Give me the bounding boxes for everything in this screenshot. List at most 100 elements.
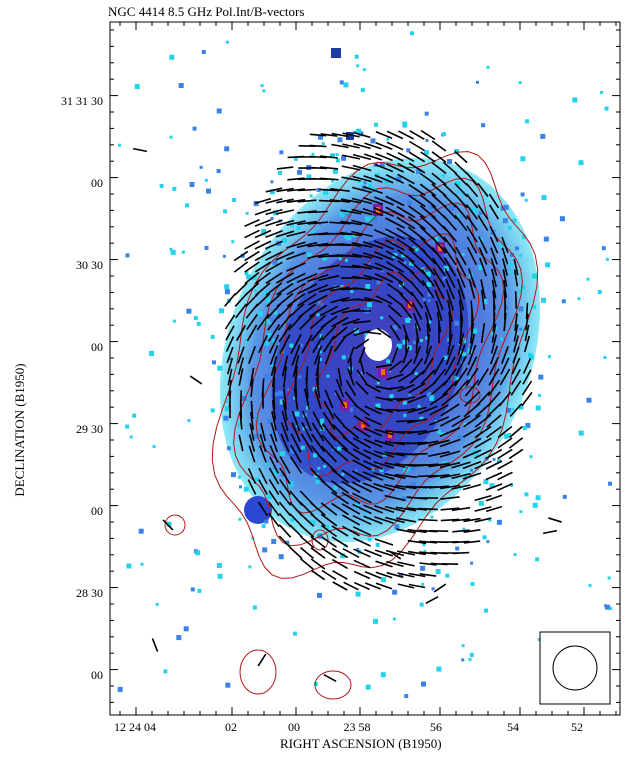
noise-pixel	[316, 187, 321, 192]
b-vector	[443, 236, 457, 254]
b-vector	[385, 516, 405, 524]
b-vector	[250, 400, 254, 420]
b-vector	[525, 313, 529, 331]
b-vector	[375, 582, 393, 590]
b-vector	[386, 272, 404, 284]
b-vector	[270, 422, 278, 442]
b-vector	[258, 467, 268, 485]
b-vector	[271, 411, 277, 431]
b-vector	[462, 437, 482, 449]
noise-pixel	[561, 299, 566, 304]
b-vector	[407, 226, 427, 242]
b-vector	[525, 302, 529, 320]
noise-pixel	[492, 457, 496, 461]
b-vector	[386, 163, 404, 173]
b-vector	[521, 391, 533, 407]
b-vector	[418, 518, 438, 522]
noise-pixel	[461, 243, 467, 249]
b-vector	[375, 571, 393, 579]
b-vector	[259, 445, 267, 463]
b-vector	[446, 289, 454, 311]
noise-pixel	[427, 299, 431, 303]
b-vector	[502, 258, 508, 276]
noise-pixel	[339, 80, 344, 85]
b-vector	[265, 230, 283, 238]
b-vector	[341, 491, 361, 505]
noise-pixel	[280, 451, 285, 457]
b-vector	[279, 467, 291, 485]
b-vector	[331, 446, 349, 462]
b-vector	[384, 440, 406, 446]
b-vector	[474, 437, 492, 449]
b-vector	[374, 163, 394, 173]
b-vector	[255, 271, 271, 285]
noise-pixel	[476, 80, 479, 84]
noise-pixel	[506, 407, 512, 413]
b-vector	[454, 150, 468, 164]
b-vector-outer	[425, 595, 439, 605]
b-vector	[307, 242, 329, 248]
b-vector	[331, 536, 349, 548]
b-vector	[454, 214, 468, 232]
peak-inner	[381, 369, 385, 375]
noise-pixel	[172, 319, 176, 323]
b-vector	[340, 265, 362, 269]
noise-pixel	[264, 340, 270, 346]
b-vector	[479, 257, 487, 277]
noise-pixel	[401, 253, 406, 258]
b-vector	[463, 517, 481, 523]
b-vector	[276, 187, 294, 193]
b-vector	[443, 246, 457, 266]
b-vector	[407, 406, 427, 414]
noise-pixel	[282, 238, 287, 243]
noise-pixel	[354, 469, 358, 473]
b-vector	[224, 314, 236, 330]
noise-pixel	[379, 161, 385, 167]
noise-pixel	[125, 253, 130, 258]
noise-pixel	[225, 682, 231, 688]
noise-pixel	[440, 432, 445, 437]
noise-pixel	[278, 554, 284, 560]
b-vector	[300, 433, 314, 453]
noise-pixel	[224, 406, 230, 412]
noise-pixel	[430, 515, 434, 519]
b-vector-outer	[132, 147, 148, 153]
noise-pixel	[267, 494, 273, 500]
b-vector	[398, 130, 414, 140]
noise-pixel	[404, 694, 409, 699]
noise-pixel	[299, 343, 303, 347]
noise-pixel	[192, 126, 197, 131]
noise-pixel	[300, 445, 305, 450]
noise-pixel	[407, 466, 412, 471]
b-vector	[330, 306, 350, 316]
b-vector	[413, 346, 421, 364]
b-vector	[502, 269, 508, 287]
noise-pixel	[350, 290, 354, 293]
noise-pixel	[468, 657, 472, 661]
noise-pixel	[604, 106, 609, 111]
b-vector	[340, 243, 362, 247]
b-vector	[388, 314, 402, 330]
b-vector	[466, 225, 478, 243]
noise-pixel	[241, 395, 247, 401]
b-vector	[514, 291, 518, 309]
b-vector	[486, 425, 502, 439]
b-vector	[268, 478, 280, 496]
noise-pixel	[193, 316, 198, 321]
b-vector	[419, 562, 437, 566]
tick-labels: 12 24 04 02 00 23 58 56 54 52 31 31 30 00 30 30 00…	[61, 94, 583, 734]
b-vector	[420, 258, 436, 276]
noise-pixel	[166, 521, 172, 527]
b-vector	[279, 478, 291, 496]
noise-pixel	[231, 240, 235, 244]
noise-pixel	[547, 355, 551, 359]
b-vector	[396, 517, 416, 523]
noise-pixel	[312, 387, 317, 392]
b-vector	[340, 209, 362, 215]
noise-pixel	[535, 495, 541, 501]
noise-pixel	[422, 543, 426, 547]
noise-pixel	[196, 321, 201, 326]
b-vector	[276, 166, 294, 170]
b-vector	[329, 221, 351, 225]
noise-pixel	[223, 415, 229, 421]
